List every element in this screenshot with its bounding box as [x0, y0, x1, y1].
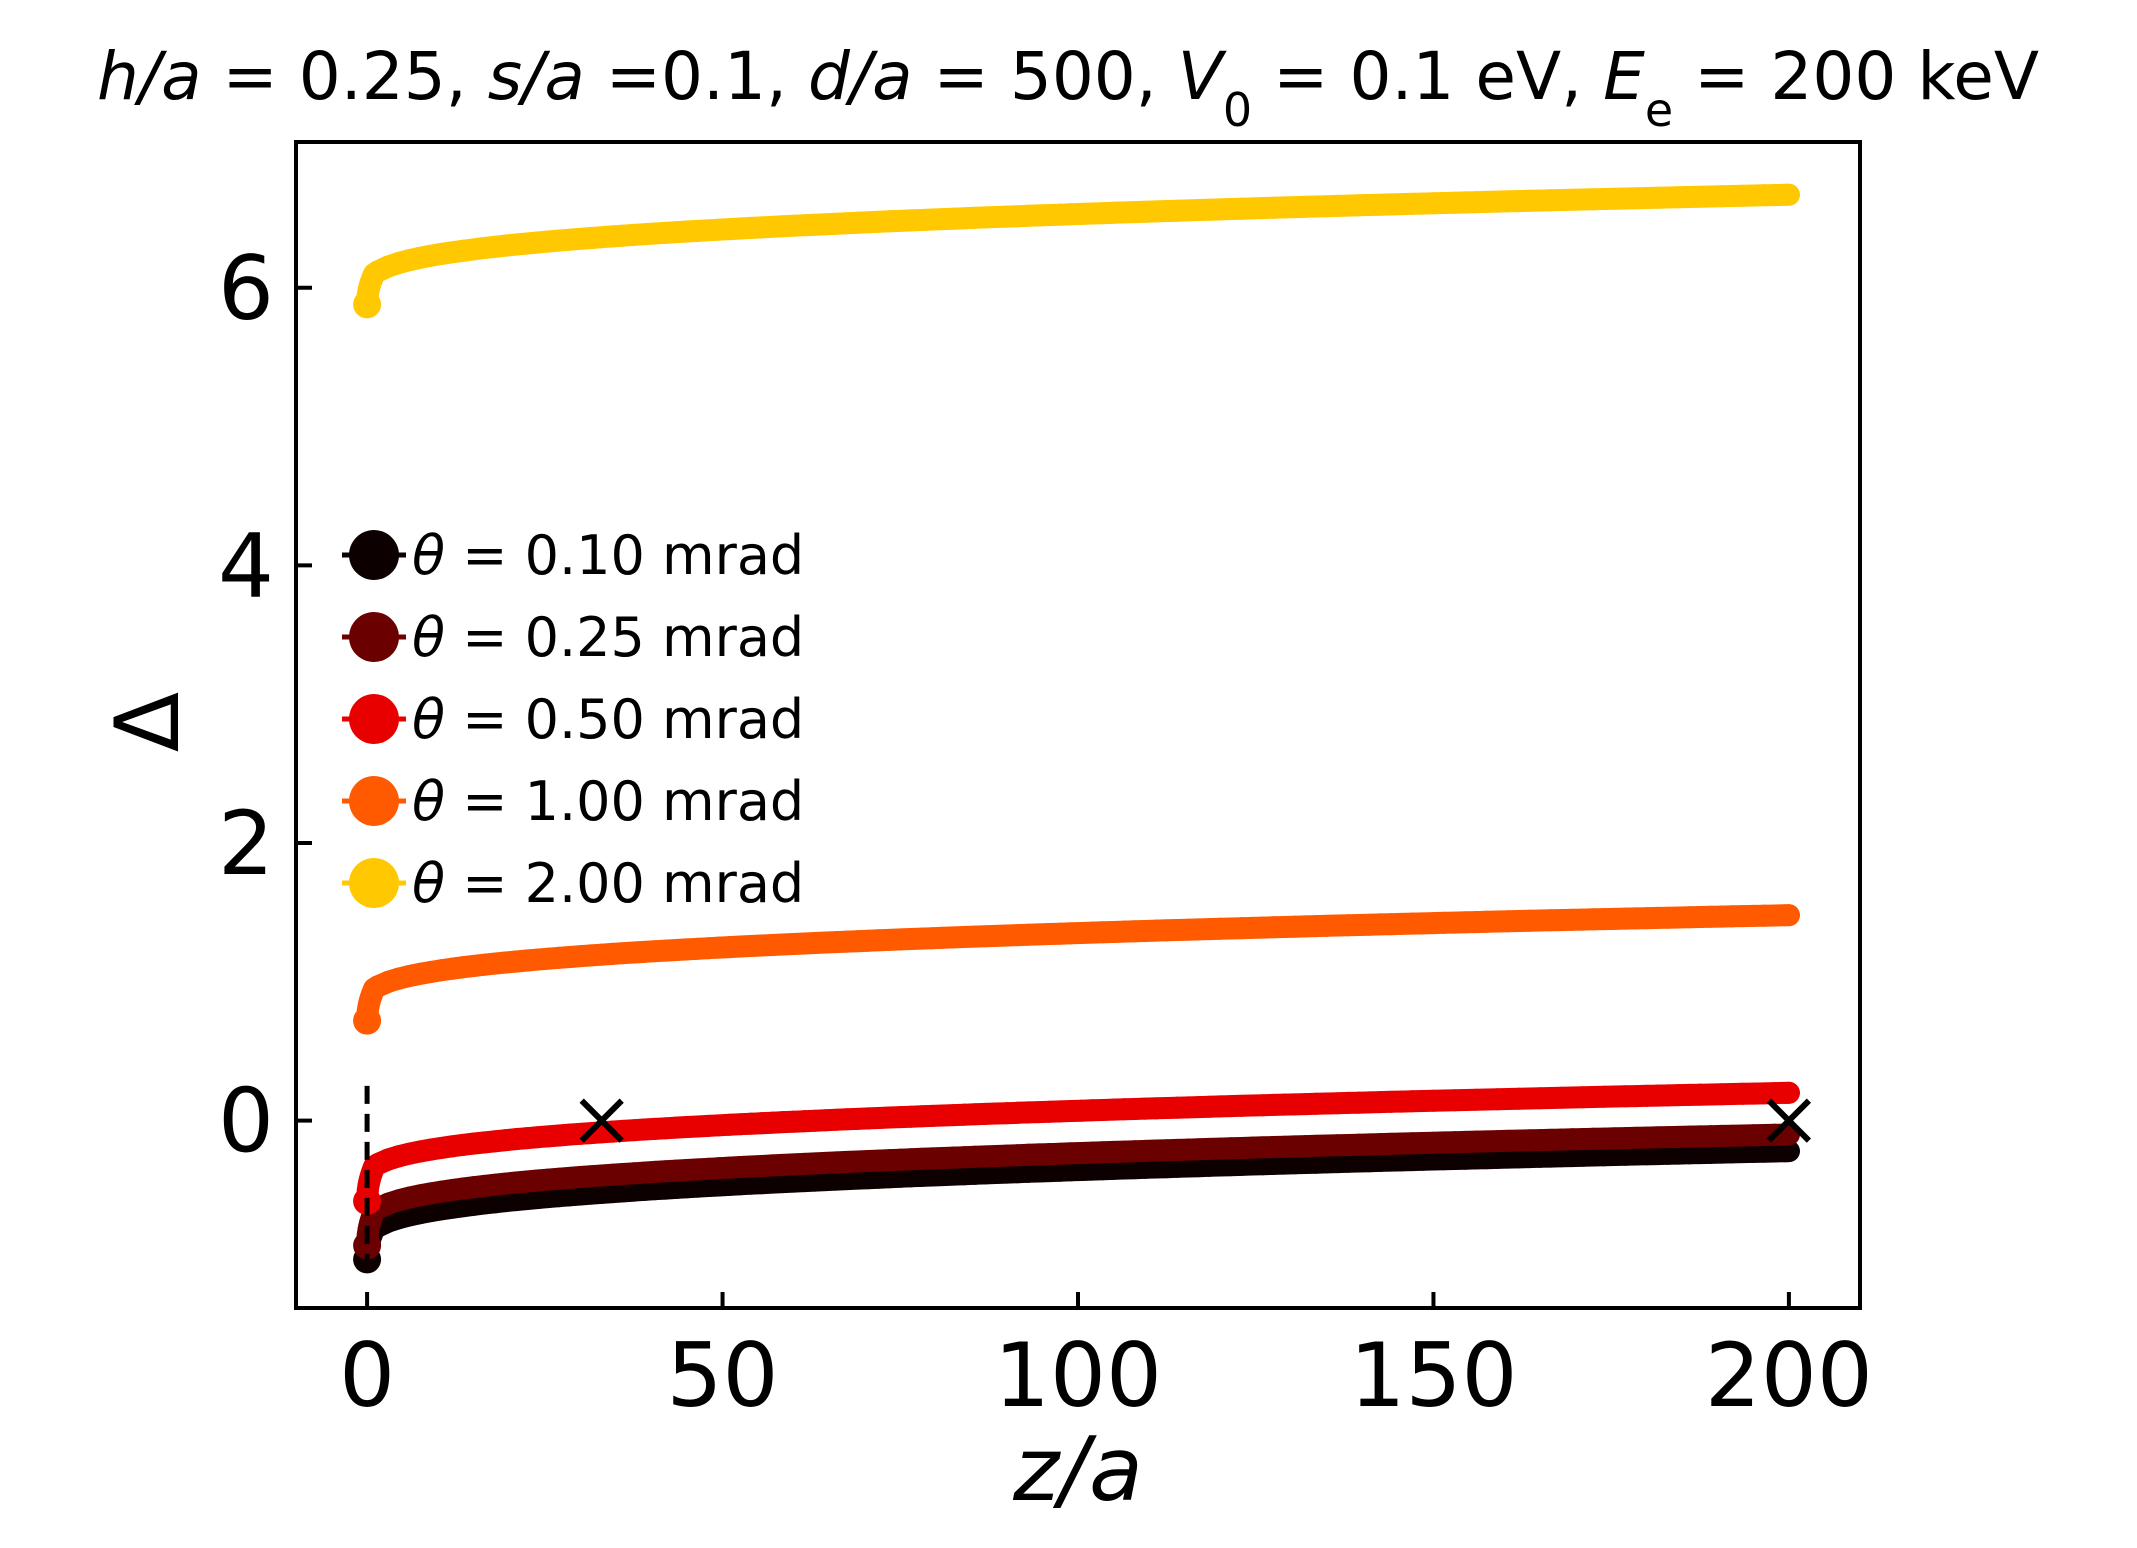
y-axis-label: Δ	[96, 692, 199, 752]
legend-marker	[349, 776, 399, 826]
y-tick-label: 2	[218, 792, 274, 895]
title-part: 0	[1223, 83, 1252, 137]
data-series	[353, 904, 1800, 1035]
title-part: d/a	[808, 38, 913, 115]
title-part: e	[1645, 83, 1673, 137]
data-point	[353, 290, 382, 319]
legend-item: θ = 1.00 mrad	[342, 770, 804, 833]
chart-title: h/a = 0.25, s/a =0.1, d/a = 500, V0 = 0.…	[97, 38, 2039, 137]
title-part: = 0.25,	[202, 38, 488, 115]
data-point	[1777, 183, 1800, 206]
marker-layer	[364, 1085, 1812, 1260]
title-part: =0.1,	[585, 38, 808, 115]
x-tick-label: 0	[339, 1324, 395, 1427]
legend: θ = 0.10 mrad θ = 0.25 mrad θ = 0.50 mrad θ…	[342, 524, 804, 915]
y-tick-label: 6	[218, 237, 274, 340]
title-part: V	[1178, 38, 1227, 115]
legend-marker	[349, 694, 399, 744]
data-point	[353, 1231, 382, 1260]
legend-label: θ = 0.50 mrad	[412, 688, 804, 751]
x-axis-label: z/a	[1012, 1418, 1143, 1521]
legend-item: θ = 2.00 mrad	[342, 852, 804, 915]
legend-label: θ = 1.00 mrad	[412, 770, 804, 833]
data-point	[1777, 904, 1800, 927]
title-part: s/a	[488, 38, 585, 115]
legend-marker	[349, 858, 399, 908]
series-layer	[353, 183, 1800, 1274]
legend-item: θ = 0.10 mrad	[342, 524, 804, 587]
y-tick-label: 0	[218, 1070, 274, 1173]
data-point	[1777, 1081, 1800, 1104]
x-marker	[579, 1098, 624, 1143]
title-part: h/a	[97, 38, 202, 115]
y-tick-label: 4	[218, 514, 274, 617]
legend-marker	[349, 612, 399, 662]
legend-item: θ = 0.50 mrad	[342, 688, 804, 751]
x-tick-label: 50	[667, 1324, 779, 1427]
data-point	[1777, 1140, 1800, 1163]
x-marker	[1766, 1098, 1812, 1143]
x-tick-label: 100	[994, 1324, 1162, 1427]
legend-marker	[349, 530, 399, 580]
y-axis-ticks: 0 2 4 6	[218, 237, 312, 1173]
x-tick-label: 150	[1349, 1324, 1517, 1427]
x-axis-ticks: 0 50 100 150 200	[339, 1292, 1873, 1427]
x-tick-label: 200	[1705, 1324, 1873, 1427]
data-series	[353, 183, 1800, 319]
legend-label: θ = 0.10 mrad	[412, 524, 804, 587]
title-part: = 0.1 eV,	[1252, 38, 1603, 115]
data-point	[353, 1006, 382, 1035]
title-part: E	[1603, 38, 1645, 115]
title-part: = 200 keV	[1673, 38, 2039, 115]
legend-label: θ = 0.25 mrad	[412, 606, 804, 669]
legend-label: θ = 2.00 mrad	[412, 852, 804, 915]
legend-item: θ = 0.25 mrad	[342, 606, 804, 669]
title-part: = 500,	[913, 38, 1178, 115]
